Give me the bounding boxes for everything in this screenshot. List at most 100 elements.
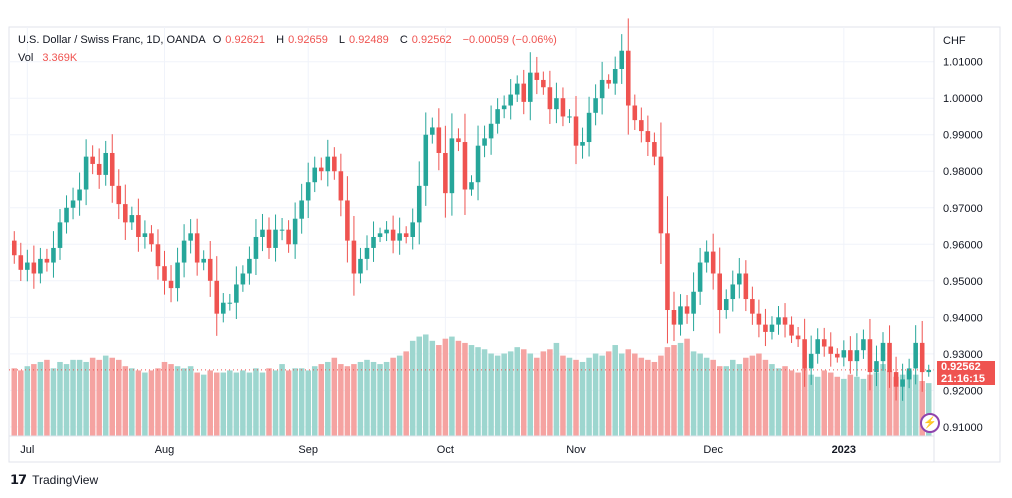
candle-body — [848, 350, 853, 362]
candle-body — [475, 145, 481, 183]
candle-body — [201, 258, 206, 263]
volume-bar — [96, 359, 102, 436]
candle-body — [874, 361, 879, 373]
tradingview-brand[interactable]: 𝟭𝟳 TradingView — [10, 472, 98, 488]
y-tick-label: 0.93000 — [943, 349, 983, 361]
volume-bar — [416, 336, 423, 436]
change-value: −0.00059 (−0.06%) — [462, 34, 557, 46]
volume-bar — [520, 349, 527, 436]
volume-bar — [501, 353, 507, 436]
volume-bar — [534, 357, 540, 436]
candle-body — [501, 105, 507, 110]
brand-name: TradingView — [32, 473, 99, 487]
volume-bar — [494, 355, 501, 436]
candle-body — [835, 353, 840, 358]
candle-body — [495, 109, 500, 124]
volume-bar — [723, 366, 730, 436]
volume-bar — [684, 338, 690, 436]
volume-bar — [89, 357, 96, 436]
volume-bar — [475, 347, 481, 436]
candle-body — [11, 240, 17, 256]
candle-body — [90, 156, 95, 164]
volume-bar — [801, 368, 808, 436]
candle-body — [345, 200, 350, 241]
candle-body — [919, 342, 925, 373]
volume-bar — [429, 340, 436, 436]
candle-body — [416, 185, 422, 223]
candle-body — [456, 138, 461, 143]
high-value: 0.92659 — [288, 34, 328, 46]
volume-bar — [63, 364, 70, 436]
volume-bar — [292, 368, 298, 436]
volume-bar — [37, 361, 44, 436]
volume-bar — [148, 370, 155, 436]
candle-body — [554, 98, 559, 110]
candle-body — [51, 247, 56, 263]
volume-bar — [671, 345, 677, 436]
lightning-icon[interactable]: ⚡ — [920, 413, 940, 433]
candle-body — [821, 339, 827, 347]
volume-bar — [527, 353, 534, 436]
y-tick-label: 1.00000 — [943, 93, 983, 105]
candle-body — [279, 229, 285, 231]
symbol-title[interactable]: U.S. Dollar / Swiss Franc, 1D, OANDA — [18, 34, 206, 46]
volume-bar — [11, 368, 18, 436]
candle-body — [18, 255, 24, 270]
volume-bar — [821, 370, 827, 436]
candle-body — [70, 200, 76, 208]
volume-bar — [311, 366, 318, 436]
candle-body — [103, 152, 108, 175]
candle-body — [129, 215, 135, 223]
volume-bar — [743, 357, 749, 436]
y-tick-label: 0.97000 — [943, 203, 983, 215]
x-tick-label: Dec — [703, 444, 723, 456]
volume-label: Vol — [18, 52, 34, 64]
volume-bar — [782, 366, 788, 436]
volume-bar — [200, 374, 207, 436]
volume-bar — [605, 351, 612, 436]
low-value: 0.92489 — [349, 34, 389, 46]
candle-body — [168, 280, 174, 289]
candle-body — [462, 142, 468, 190]
y-tick-label: 0.96000 — [943, 239, 983, 251]
volume-bar — [331, 357, 338, 436]
volume-bar — [645, 359, 651, 436]
candle-body — [25, 262, 30, 270]
volume-bar — [135, 370, 142, 436]
candle-body — [371, 236, 376, 248]
price-axis[interactable]: 0.91000 0.92000 0.93000 0.94000 0.95000 0.960… — [943, 57, 983, 434]
candle-body — [893, 372, 899, 387]
volume-bar — [775, 368, 782, 436]
candle-body — [723, 299, 729, 311]
x-tick-label: Nov — [566, 444, 586, 456]
candle-body — [880, 342, 886, 362]
y-tick-label: 0.95000 — [943, 276, 983, 288]
volume-bar — [102, 355, 109, 436]
low-label: L — [338, 34, 346, 46]
candle-body — [900, 379, 905, 387]
volume-bar — [756, 353, 762, 436]
candle-body — [318, 167, 324, 172]
candle-body — [508, 94, 513, 106]
candle-body — [658, 156, 664, 234]
volume-bar — [351, 364, 357, 436]
volume-bar — [285, 370, 292, 436]
volume-bar — [573, 359, 579, 436]
candle-body — [730, 284, 736, 300]
tradingview-logo-icon: 𝟭𝟳 — [10, 472, 27, 487]
volume-bar — [919, 381, 925, 436]
volume-bar — [677, 342, 684, 436]
candle-body — [887, 342, 892, 373]
candle-body — [423, 134, 429, 186]
y-tick-label: 1.01000 — [943, 57, 983, 69]
time-axis[interactable]: Jul Aug Sep Oct Nov Dec 2023 — [20, 444, 856, 456]
volume-bar — [357, 361, 364, 436]
candle-body — [227, 302, 233, 304]
candle-body — [619, 50, 625, 69]
volume-bar — [906, 370, 912, 436]
volume-value: 3.369K — [42, 52, 78, 64]
volume-bar — [122, 366, 129, 436]
volume-bar — [390, 357, 396, 436]
